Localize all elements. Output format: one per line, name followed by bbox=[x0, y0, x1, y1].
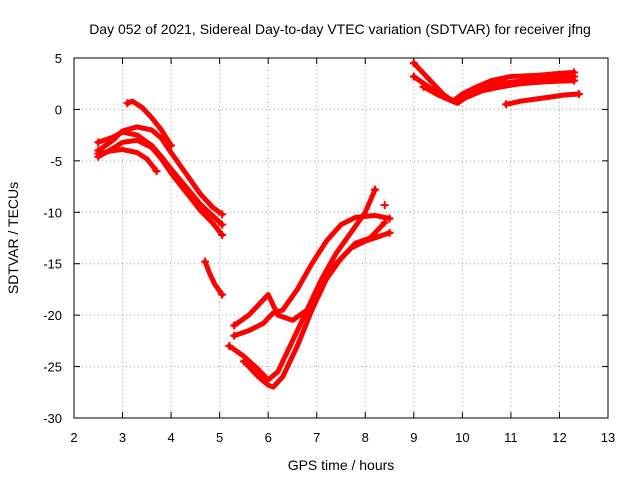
plus-marker bbox=[409, 72, 418, 81]
x-tick-label: 8 bbox=[362, 430, 369, 445]
x-tick-label: 2 bbox=[70, 430, 77, 445]
x-tick-label: 12 bbox=[552, 430, 566, 445]
plus-marker bbox=[385, 228, 394, 237]
x-tick-label: 5 bbox=[216, 430, 223, 445]
x-tick-label: 13 bbox=[601, 430, 615, 445]
y-tick-label: -5 bbox=[50, 154, 62, 169]
data-series-track-11 bbox=[411, 60, 577, 104]
x-tick-label: 9 bbox=[410, 430, 417, 445]
plus-marker bbox=[218, 230, 227, 239]
plus-marker bbox=[570, 76, 579, 85]
plus-marker bbox=[94, 149, 103, 158]
plus-marker bbox=[370, 185, 379, 194]
y-tick-label: 0 bbox=[55, 102, 62, 117]
axis-ticks bbox=[73, 57, 609, 419]
data-series-track-7 bbox=[231, 187, 378, 328]
x-tick-label: 6 bbox=[265, 430, 272, 445]
plus-marker bbox=[152, 167, 161, 176]
plus-marker bbox=[230, 331, 239, 340]
plus-marker bbox=[239, 357, 248, 366]
x-tick-label: 3 bbox=[119, 430, 126, 445]
data-point bbox=[380, 201, 389, 210]
tick-labels: 2 3 4 5 6 7 8 9 10 11 12 13 -30 -25 -20 -15 -10 -5 0 5 bbox=[43, 51, 615, 445]
x-axis-label: GPS time / hours bbox=[288, 457, 395, 473]
y-tick-label: -15 bbox=[43, 257, 62, 272]
y-tick-label: -10 bbox=[43, 205, 62, 220]
plus-marker bbox=[201, 257, 210, 266]
y-tick-label: -30 bbox=[43, 411, 62, 426]
data-series-track-5 bbox=[124, 98, 174, 148]
data-traces bbox=[94, 59, 583, 390]
x-tick-label: 7 bbox=[313, 430, 320, 445]
data-series-track-10 bbox=[241, 220, 388, 390]
plus-marker bbox=[574, 90, 583, 98]
plus-marker bbox=[218, 220, 227, 229]
y-tick-label: -25 bbox=[43, 360, 62, 375]
grid-lines bbox=[74, 58, 608, 418]
y-axis-label: SDTVAR / TECUs bbox=[5, 182, 21, 294]
plus-marker bbox=[225, 342, 234, 350]
data-series-track-14 bbox=[503, 91, 582, 107]
y-tick-label: -20 bbox=[43, 308, 62, 323]
plus-marker bbox=[419, 82, 428, 91]
plus-marker bbox=[167, 141, 176, 150]
plus-marker bbox=[502, 100, 511, 109]
plus-marker bbox=[380, 218, 389, 227]
plot-frame bbox=[73, 57, 609, 419]
x-tick-label: 10 bbox=[455, 430, 469, 445]
plus-marker bbox=[230, 321, 239, 330]
x-tick-label: 11 bbox=[504, 430, 518, 445]
data-series-track-4 bbox=[95, 147, 159, 174]
data-series-track-13 bbox=[421, 78, 577, 103]
y-tick-label: 5 bbox=[55, 51, 62, 66]
plus-marker bbox=[123, 99, 132, 108]
plus-marker bbox=[218, 290, 227, 299]
data-series-track-6 bbox=[202, 259, 225, 298]
x-tick-label: 4 bbox=[167, 430, 174, 445]
plus-marker bbox=[385, 214, 394, 223]
plus-marker bbox=[218, 210, 227, 219]
data-series-track-3 bbox=[95, 137, 225, 238]
chart-title: Day 052 of 2021, Sidereal Day-to-day VTE… bbox=[89, 21, 591, 37]
plus-marker bbox=[409, 59, 418, 68]
plus-marker bbox=[94, 138, 103, 147]
data-series-track-8 bbox=[231, 212, 392, 339]
